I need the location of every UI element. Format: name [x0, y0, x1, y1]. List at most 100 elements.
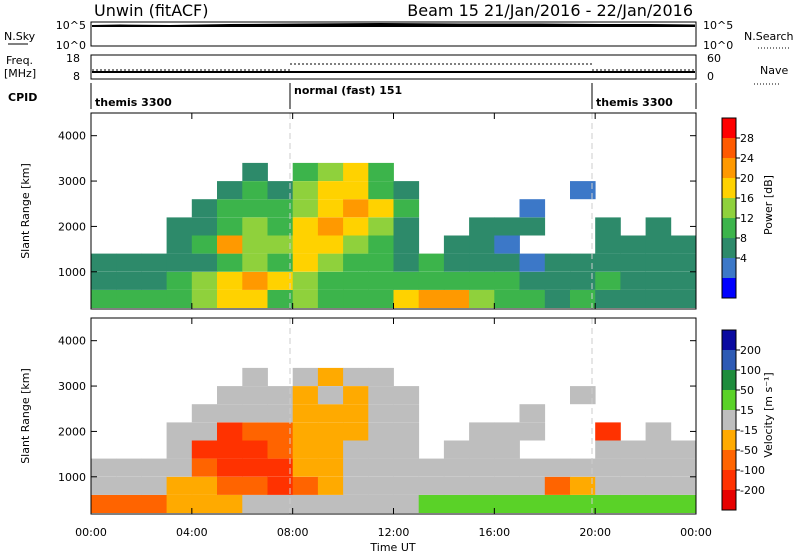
- heatmap-cell: [217, 271, 243, 290]
- heatmap-cell: [343, 217, 369, 236]
- colorbar-swatch: [722, 158, 736, 179]
- colorbar-swatch: [722, 138, 736, 159]
- heatmap-cell: [393, 217, 420, 236]
- beam-date-title: Beam 15 21/Jan/2016 - 22/Jan/2016: [407, 1, 693, 20]
- heatmap-cell: [670, 494, 696, 513]
- x-tick-label: 12:00: [378, 526, 410, 539]
- power-panel: 1000 2000 3000 4000 Slant Range [km]: [19, 112, 697, 310]
- heatmap-cell: [292, 476, 319, 495]
- heatmap-cell: [292, 217, 319, 236]
- x-tick-label: 08:00: [277, 526, 309, 539]
- heatmap-cell: [645, 422, 672, 441]
- heatmap-cell: [368, 235, 394, 254]
- nsearch-label: N.Search: [744, 30, 794, 43]
- heatmap-cell: [217, 217, 243, 236]
- heatmap-cell: [519, 422, 546, 441]
- heatmap-cell: [368, 404, 394, 423]
- heatmap-cell: [670, 476, 696, 495]
- heatmap-cell: [116, 289, 142, 308]
- heatmap-cell: [242, 271, 268, 290]
- heatmap-cell: [343, 181, 369, 200]
- colorbar-tick-label: 100: [740, 364, 761, 377]
- heatmap-cell: [494, 494, 520, 513]
- heatmap-cell: [242, 367, 268, 386]
- heatmap-cell: [317, 440, 344, 459]
- heatmap-cell: [393, 440, 420, 459]
- heatmap-cell: [570, 181, 596, 200]
- heatmap-cell: [242, 217, 268, 236]
- heatmap-cell: [620, 253, 646, 272]
- colorbar-swatch: [722, 370, 736, 391]
- heatmap-cell: [443, 271, 470, 290]
- heatmap-cell: [494, 271, 520, 290]
- heatmap-cell: [191, 199, 218, 218]
- colorbar-tick-label: 15: [740, 404, 754, 417]
- heatmap-cell: [570, 289, 596, 308]
- heatmap-cell: [292, 404, 319, 423]
- heatmap-cell: [166, 440, 193, 459]
- heatmap-cell: [166, 271, 193, 290]
- heatmap-cell: [191, 494, 218, 513]
- heatmap-cell: [343, 458, 369, 477]
- heatmap-cell: [141, 458, 167, 477]
- heatmap-cell: [317, 367, 344, 386]
- heatmap-cell: [393, 404, 420, 423]
- heatmap-cell: [368, 253, 394, 272]
- heatmap-cell: [141, 271, 167, 290]
- heatmap-cell: [645, 253, 672, 272]
- power-colorbar-label: Power [dB]: [762, 175, 775, 235]
- heatmap-cell: [368, 367, 394, 386]
- nsky-panel: N.Sky 10^5 10^0 10^5 10^0 N.Search: [4, 19, 794, 52]
- heatmap-cell: [166, 494, 193, 513]
- heatmap-cell: [469, 440, 495, 459]
- heatmap-cell: [368, 289, 394, 308]
- heatmap-cell: [620, 235, 646, 254]
- y-tick-label: 1000: [58, 266, 86, 279]
- colorbar-tick-label: -100: [740, 464, 765, 477]
- heatmap-cell: [595, 289, 621, 308]
- y-tick-label: 2000: [58, 425, 86, 438]
- heatmap-cell: [267, 271, 294, 290]
- heatmap-cell: [368, 476, 394, 495]
- velocity-colorbar-label: Velocity [m s⁻¹]: [762, 372, 775, 457]
- colorbar-frame: [721, 117, 737, 299]
- heatmap-cell: [670, 289, 696, 308]
- heatmap-cell: [368, 162, 394, 181]
- heatmap-cell: [317, 289, 344, 308]
- heatmap-cell: [519, 253, 546, 272]
- heatmap-cell: [317, 386, 344, 405]
- heatmap-cell: [242, 422, 268, 441]
- heatmap-cell: [166, 476, 193, 495]
- heatmap-cell: [570, 253, 596, 272]
- heatmap-cell: [242, 440, 268, 459]
- heatmap-cell: [242, 494, 268, 513]
- heatmap-cell: [595, 271, 621, 290]
- heatmap-cell: [217, 386, 243, 405]
- heatmap-cell: [141, 253, 167, 272]
- heatmap-cell: [519, 217, 546, 236]
- x-axis-labels: 00:00 04:00 08:00 12:00 16:00 20:00 00:00: [75, 526, 712, 539]
- heatmap-cell: [343, 476, 369, 495]
- colorbar-swatch: [722, 218, 736, 239]
- heatmap-cell: [217, 494, 243, 513]
- heatmap-cell: [670, 458, 696, 477]
- colorbar-tick-label: -200: [740, 484, 765, 497]
- heatmap-cell: [570, 476, 596, 495]
- heatmap-cell: [595, 458, 621, 477]
- heatmap-cell: [91, 253, 117, 272]
- heatmap-cell: [469, 476, 495, 495]
- colorbar-tick-label: 24: [740, 152, 754, 165]
- heatmap-cell: [418, 476, 445, 495]
- colorbar-swatch: [722, 258, 736, 279]
- heatmap-cell: [242, 386, 268, 405]
- colorbar-swatch: [722, 490, 736, 511]
- heatmap-cell: [242, 289, 268, 308]
- colorbar-tick-label: 20: [740, 172, 754, 185]
- colorbar-tick-label: -50: [740, 444, 758, 457]
- heatmap-cell: [191, 404, 218, 423]
- heatmap-cell: [469, 253, 495, 272]
- heatmap-cell: [393, 271, 420, 290]
- heatmap-cell: [217, 458, 243, 477]
- heatmap-cell: [368, 422, 394, 441]
- heatmap-cell: [292, 271, 319, 290]
